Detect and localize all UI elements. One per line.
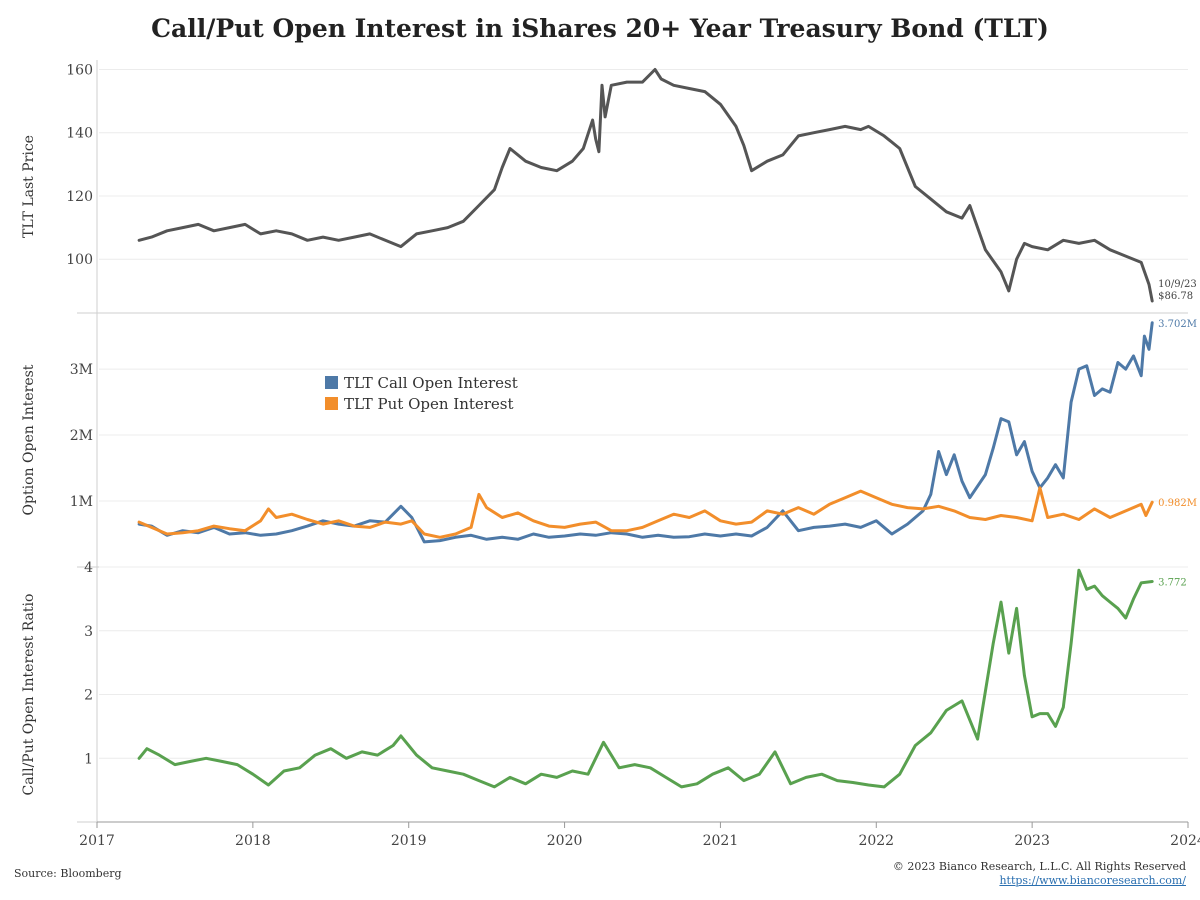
y-axis-label: TLT Last Price <box>21 135 37 238</box>
series-line-3-1 <box>137 568 1154 789</box>
y-tick-label: 4 <box>84 560 93 576</box>
y-tick-label: 120 <box>66 189 93 205</box>
annotation-date: 10/9/23 <box>1158 279 1197 290</box>
legend-label: TLT Call Open Interest <box>344 374 518 392</box>
y-tick-label: 1M <box>70 494 93 510</box>
copyright-text: © 2023 Bianco Research, L.L.C. All Right… <box>892 860 1186 873</box>
legend: TLT Call Open Interest TLT Put Open Inter… <box>325 374 518 413</box>
x-tick-label: 2020 <box>547 833 583 849</box>
source-note: Source: Bloomberg <box>14 867 122 880</box>
x-tick-label: 2024 <box>1170 833 1200 849</box>
legend-swatch <box>325 397 338 410</box>
legend-swatch <box>325 376 338 389</box>
y-tick-label: 2 <box>84 688 93 704</box>
y-tick-label: 3M <box>70 362 93 378</box>
panel-2: 1M 2M 3M Option Open Interest 3.702M 0.982M TL… <box>21 319 1197 568</box>
series-line-1-1 <box>137 68 1154 303</box>
series-line-2-2 <box>137 486 1154 539</box>
website-link[interactable]: https://www.biancoresearch.com/ <box>999 874 1186 887</box>
y-axis-label: Option Open Interest <box>21 364 37 515</box>
y-tick-label: 160 <box>66 62 93 78</box>
y-tick-label: 100 <box>66 252 93 268</box>
legend-label: TLT Put Open Interest <box>344 395 514 413</box>
footer-credits: © 2023 Bianco Research, L.L.C. All Right… <box>893 860 1186 888</box>
series-end-label: 3.702M <box>1158 319 1197 330</box>
y-tick-label: 1 <box>84 751 93 767</box>
panel-1: 100 120 140 160 TLT Last Price 10/9/23$86.78 <box>21 62 1197 314</box>
x-tick-label: 2019 <box>391 833 427 849</box>
y-tick-label: 140 <box>66 126 93 142</box>
series-line-2-1 <box>137 321 1154 544</box>
x-tick-label: 2018 <box>235 833 271 849</box>
y-axis-label: Call/Put Open Interest Ratio <box>21 594 37 796</box>
x-axis: 2017 2018 2019 2020 2021 2022 2023 2024 <box>79 821 1200 849</box>
y-tick-label: 3 <box>84 624 93 640</box>
x-tick-label: 2017 <box>79 833 115 849</box>
x-tick-label: 2022 <box>858 833 894 849</box>
panel-3: 1 2 3 4 Call/Put Open Interest Ratio 3.772 <box>21 560 1188 823</box>
series-end-label: 0.982M <box>1158 498 1197 509</box>
x-tick-label: 2023 <box>1014 833 1050 849</box>
series-end-label: 3.772 <box>1158 578 1187 589</box>
x-tick-label: 2021 <box>703 833 739 849</box>
y-tick-label: 2M <box>70 428 93 444</box>
chart-title: Call/Put Open Interest in iShares 20+ Ye… <box>151 14 1049 43</box>
annotation-value: $86.78 <box>1158 291 1193 302</box>
